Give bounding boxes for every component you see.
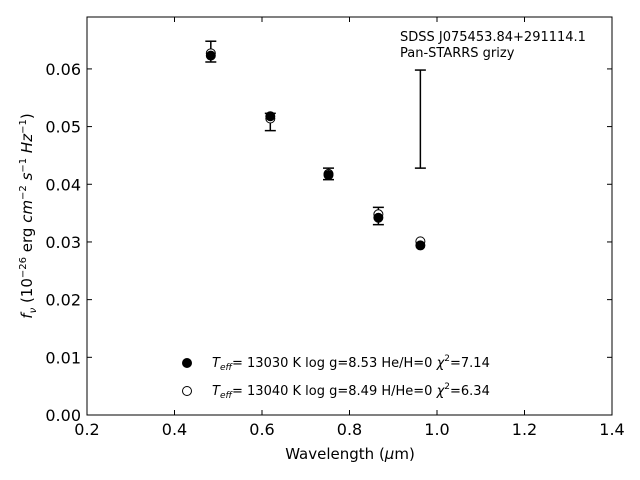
y-tick-label: 0.04 xyxy=(45,175,81,194)
y-axis-label: fν (10−26 erg cm−2 s−1 Hz−1) xyxy=(18,113,39,318)
x-axis-label: Wavelength (μm) xyxy=(285,445,415,463)
x-tick-label: 0.2 xyxy=(74,420,99,439)
legend-marker-filled xyxy=(182,358,192,368)
x-tick-label: 1.0 xyxy=(424,420,449,439)
y-tick-label: 0.00 xyxy=(45,406,81,425)
point-model-filled xyxy=(205,50,216,61)
data-points xyxy=(205,48,426,251)
legend-marker-open xyxy=(182,386,192,396)
point-model-filled xyxy=(323,170,334,181)
observed-errorbar xyxy=(414,69,426,169)
x-tick-label: 0.4 xyxy=(162,420,187,439)
point-model-filled xyxy=(265,111,276,122)
y-tick-label: 0.03 xyxy=(45,233,81,252)
plot-frame xyxy=(86,16,613,416)
y-tick-label: 0.01 xyxy=(45,348,81,367)
annotation: SDSS J075453.84+291114.1 Pan-STARRS griz… xyxy=(400,30,586,61)
x-tick-label: 0.6 xyxy=(249,420,274,439)
point-model-filled xyxy=(373,212,384,223)
y-tick-label: 0.05 xyxy=(45,118,81,137)
annotation-line-1: SDSS J075453.84+291114.1 xyxy=(400,30,586,45)
legend: Teff= 13030 K log g=8.53 He/H=0 χ2=7.14 … xyxy=(182,354,490,401)
y-tick-label: 0.02 xyxy=(45,291,81,310)
point-model-filled xyxy=(415,240,426,251)
plot-area: 0.2 0.4 0.6 0.8 1.0 1.2 1.4 0.00 0.01 0.02 0.03 0.0… xyxy=(45,16,625,439)
legend-label-2: Teff= 13040 K log g=8.49 H/He=0 χ2=6.34 xyxy=(212,382,490,401)
tick-labels: 0.2 0.4 0.6 0.8 1.0 1.2 1.4 0.00 0.01 0.02 0.03 0.0… xyxy=(45,60,624,439)
annotation-line-2: Pan-STARRS grizy xyxy=(400,46,515,61)
legend-label-1: Teff= 13030 K log g=8.53 He/H=0 χ2=7.14 xyxy=(212,354,490,373)
x-tick-label: 1.2 xyxy=(512,420,537,439)
x-tick-label: 1.4 xyxy=(599,420,624,439)
x-tick-label: 0.8 xyxy=(337,420,362,439)
y-tick-label: 0.06 xyxy=(45,60,81,79)
error-bars xyxy=(205,40,426,226)
